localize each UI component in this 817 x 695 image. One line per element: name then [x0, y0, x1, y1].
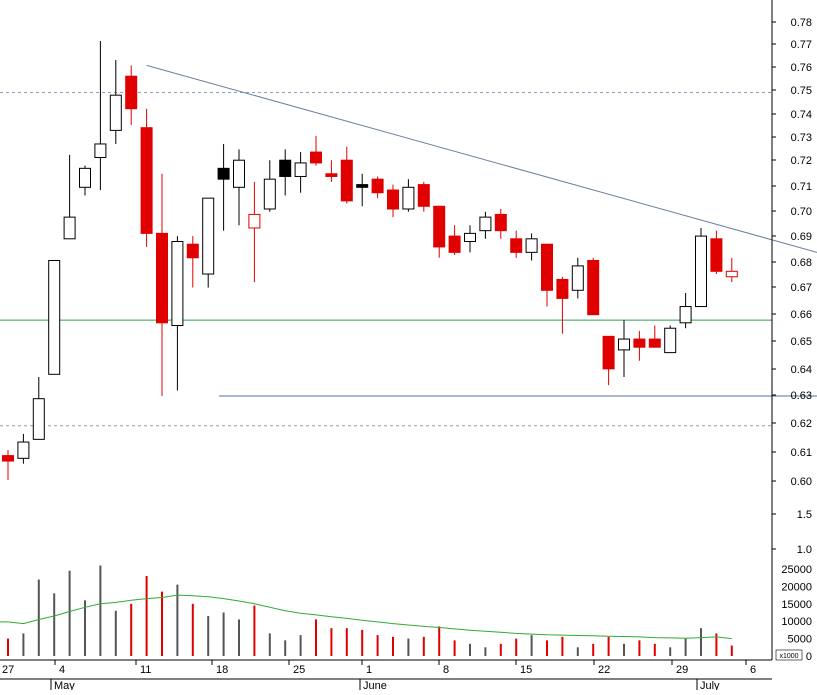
candle-body [371, 178, 384, 194]
candle-body [17, 441, 30, 459]
volume-unit-label: x1000 [779, 653, 798, 660]
candle-body [125, 75, 138, 110]
price-tick-label: 0.62 [791, 418, 812, 430]
candle-body [325, 173, 338, 177]
price-tick-label: 0.69 [791, 231, 812, 243]
date-tick-label: 18 [216, 664, 228, 676]
month-label: June [363, 680, 387, 690]
candle-body [186, 243, 199, 259]
candle-body [648, 338, 661, 348]
candle-body [156, 232, 168, 324]
candle-body [464, 232, 476, 243]
date-tick-label: 29 [676, 664, 688, 676]
candle-body [525, 238, 538, 253]
month-label: May [54, 680, 75, 690]
price-tick-label: 0.72 [791, 155, 812, 167]
candle-body [402, 186, 415, 210]
price-tick-label: 0.77 [791, 39, 812, 51]
price-tick-label: 0.76 [791, 62, 812, 74]
candle-body [217, 167, 230, 180]
price-tick-label: 0.66 [791, 309, 812, 321]
price-tick-label: 0.78 [791, 17, 812, 29]
volume-tick-label: 10000 [781, 616, 812, 628]
volume-unit-box [775, 649, 803, 661]
date-tick-label: 25 [293, 664, 305, 676]
date-tick-label: 11 [140, 664, 151, 676]
candle-body [448, 235, 461, 253]
volume-tick-label: 25000 [781, 564, 812, 576]
candle-body [633, 338, 646, 348]
downtrend-line [146, 64, 817, 253]
candle-body [710, 238, 723, 272]
candle-body [587, 259, 600, 316]
candle-body [695, 235, 707, 308]
volume-bars [0, 565, 733, 656]
candle-body [356, 184, 369, 188]
volume-ma-line [0, 594, 732, 640]
price-tick-label: 0.71 [791, 181, 812, 193]
price-tick-label: 0.73 [791, 132, 812, 144]
candle-body [94, 143, 107, 158]
price-tick-label: 1.5 [797, 509, 812, 521]
candle-body [387, 189, 399, 210]
date-tick-label: 4 [59, 664, 65, 676]
candle-body [494, 213, 507, 232]
candle-body [602, 335, 615, 370]
candle-body [233, 159, 245, 188]
price-tick-label: 0.63 [791, 390, 812, 402]
candle-body [571, 265, 584, 291]
candle-body [2, 455, 14, 462]
date-tick-label: 8 [443, 664, 449, 676]
candle-body [725, 270, 738, 278]
candle-body [433, 205, 446, 248]
candle-body [109, 94, 122, 131]
candles [2, 40, 738, 480]
candle-body [294, 162, 307, 177]
volume-tick-label: 20000 [781, 581, 812, 593]
candle-body [263, 178, 276, 210]
date-tick-label: 1 [366, 664, 372, 676]
volume-tick-label: 0 [806, 651, 812, 663]
candle-body [541, 243, 553, 291]
candle-body [340, 159, 353, 202]
candle-body [618, 338, 630, 351]
price-tick-label: 0.64 [791, 364, 812, 376]
price-tick-label: 1.0 [797, 544, 812, 556]
candle-body [202, 197, 215, 275]
candle-body [679, 306, 692, 324]
candle-body [510, 238, 523, 253]
date-tick-label: 15 [520, 664, 532, 676]
candle-body [479, 216, 492, 232]
date-tick-label: 22 [598, 664, 610, 676]
candle-body [279, 159, 292, 177]
candle-body [556, 278, 569, 299]
candle-body [248, 213, 261, 229]
candle-body [32, 398, 45, 440]
date-tick-label: 6 [750, 664, 756, 676]
candle-body [417, 184, 430, 207]
price-tick-label: 0.60 [791, 476, 812, 488]
candle-body [79, 167, 91, 188]
price-tick-label: 0.74 [791, 109, 812, 121]
volume-tick-label: 15000 [781, 599, 812, 611]
guide-lines [0, 64, 817, 427]
candle-body [310, 151, 322, 164]
candle-body [48, 259, 61, 375]
date-tick-label: 27 [2, 664, 14, 676]
month-label: July [700, 680, 720, 690]
price-tick-label: 0.70 [791, 206, 812, 218]
price-tick-label: 0.61 [791, 447, 812, 459]
price-tick-label: 0.68 [791, 257, 812, 269]
price-tick-label: 0.67 [791, 282, 812, 294]
volume-tick-label: 5000 [788, 634, 812, 646]
candle-body [140, 127, 153, 234]
candle-body [171, 241, 184, 327]
price-tick-label: 0.65 [791, 336, 812, 348]
candle-body [664, 327, 677, 354]
price-tick-label: 0.75 [791, 85, 812, 97]
candle-body [63, 216, 76, 240]
